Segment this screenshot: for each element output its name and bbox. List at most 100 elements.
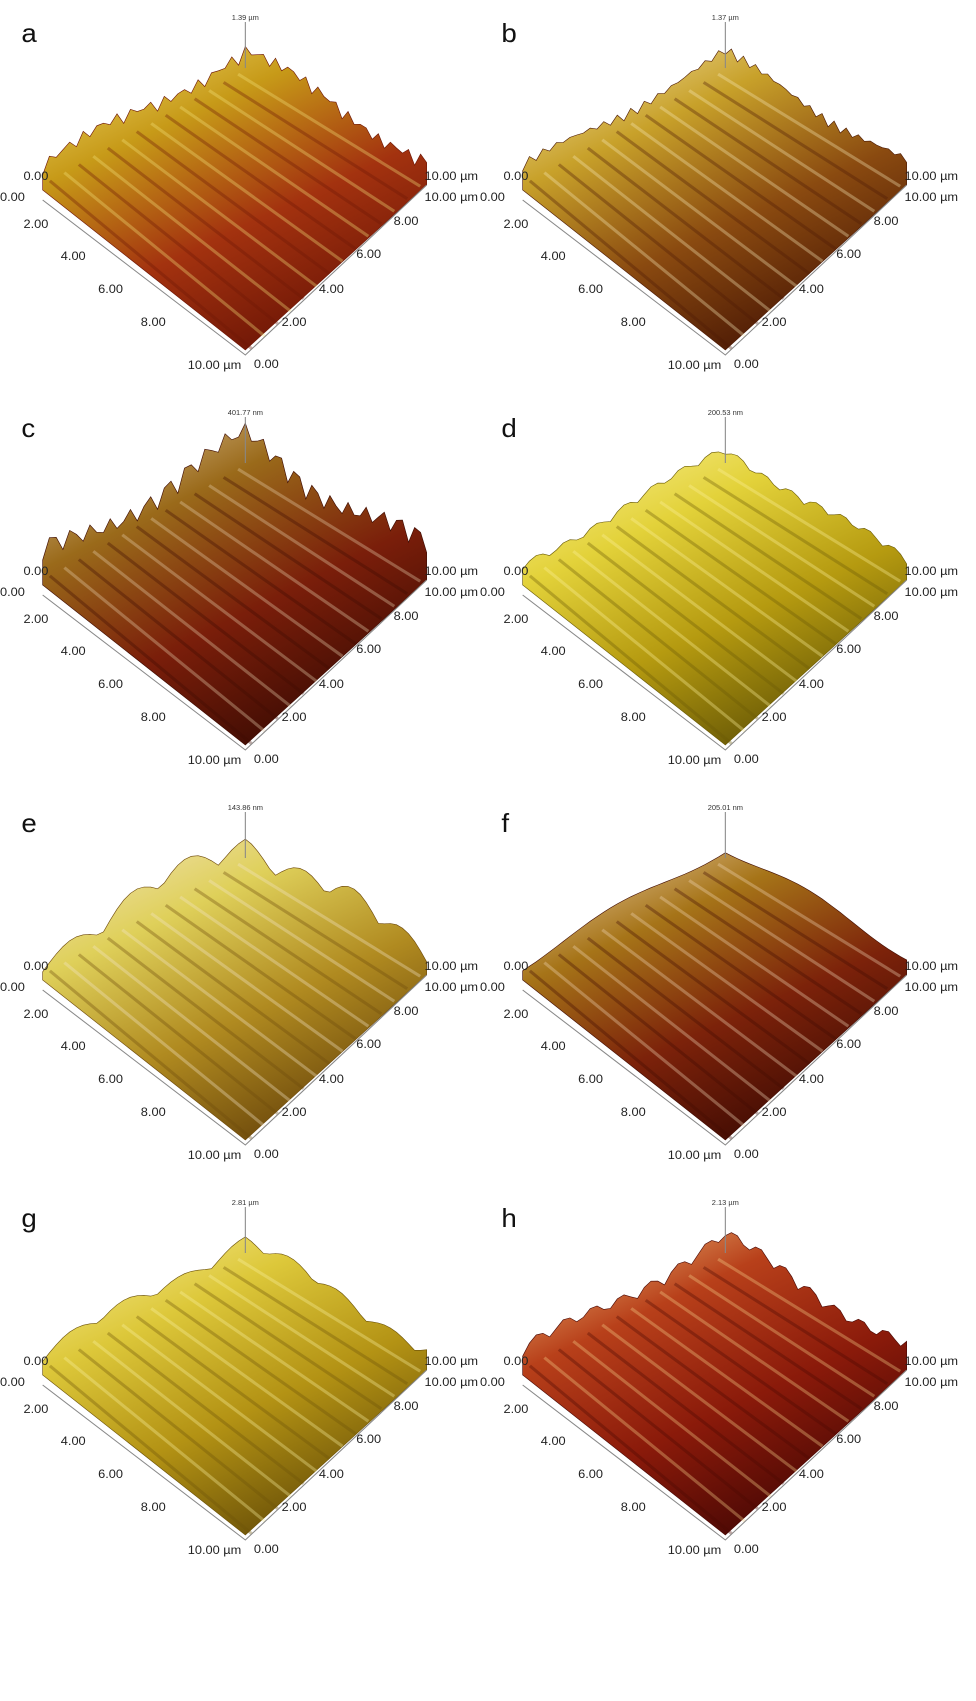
corner-right-label: 10.00 µm (425, 565, 479, 579)
surface (523, 49, 907, 350)
left-axis-tick: 4.00 (61, 1435, 86, 1449)
panel: f205.01 nm0.0010.00 µm0.002.004.006.008.… (480, 803, 958, 1162)
left-axis-tick: 8.00 (141, 1501, 166, 1515)
left-axis-tick: 10.00 µm (188, 754, 242, 768)
left-axis-tick: 0.00 (0, 586, 25, 600)
right-axis-tick: 6.00 (356, 1433, 381, 1447)
left-axis-tick: 0.00 (0, 1376, 25, 1390)
right-axis-tick: 6.00 (836, 643, 861, 657)
left-axis-tick: 6.00 (98, 283, 123, 297)
right-axis-tick: 10.00 µm (905, 586, 959, 600)
right-axis-tick: 0.00 (734, 1543, 759, 1557)
left-axis-tick: 4.00 (541, 645, 566, 659)
right-axis-tick: 2.00 (282, 1501, 307, 1515)
surface (43, 423, 427, 745)
right-axis-tick: 8.00 (394, 610, 419, 624)
right-axis-tick: 2.00 (762, 316, 787, 330)
afm-figure: a1.39 µm0.0010.00 µm0.002.004.006.008.00… (0, 0, 976, 1701)
panel: g2.81 µm0.0010.00 µm0.002.004.006.008.00… (0, 1198, 478, 1557)
corner-left-label: 0.00 (23, 960, 48, 974)
surface (43, 839, 427, 1140)
right-axis-tick: 6.00 (836, 1433, 861, 1447)
left-axis-tick: 6.00 (98, 1073, 123, 1087)
left-axis-tick: 8.00 (621, 1106, 646, 1120)
right-axis-tick: 8.00 (874, 1400, 899, 1414)
left-axis-tick: 6.00 (578, 283, 603, 297)
left-axis-tick: 0.00 (480, 981, 505, 995)
right-axis-tick: 4.00 (799, 1073, 824, 1087)
z-max-label: 200.53 nm (708, 408, 743, 417)
left-axis-tick: 4.00 (541, 250, 566, 264)
corner-left-label: 0.00 (503, 960, 528, 974)
left-axis-tick: 4.00 (541, 1040, 566, 1054)
right-axis-tick: 4.00 (319, 1468, 344, 1482)
panel-label: c (21, 414, 35, 443)
left-axis-tick: 2.00 (23, 218, 48, 232)
left-axis-tick: 6.00 (578, 1468, 603, 1482)
left-axis-tick: 6.00 (578, 678, 603, 692)
right-axis-tick: 0.00 (254, 1148, 279, 1162)
right-axis-tick: 0.00 (734, 1148, 759, 1162)
right-axis-tick: 4.00 (799, 1468, 824, 1482)
z-max-label: 143.86 nm (228, 803, 263, 812)
left-axis-tick: 2.00 (23, 613, 48, 627)
panel: e143.86 nm0.0010.00 µm0.002.004.006.008.… (0, 803, 478, 1162)
corner-right-label: 10.00 µm (425, 170, 479, 184)
right-axis-tick: 10.00 µm (425, 1376, 479, 1390)
left-axis-tick: 6.00 (98, 1468, 123, 1482)
left-axis-tick: 10.00 µm (668, 754, 722, 768)
left-axis-tick: 0.00 (480, 191, 505, 205)
left-axis-tick: 0.00 (0, 981, 25, 995)
right-axis-tick: 0.00 (254, 1543, 279, 1557)
right-axis-tick: 10.00 µm (905, 1376, 959, 1390)
corner-right-label: 10.00 µm (905, 170, 959, 184)
left-axis-tick: 2.00 (503, 1008, 528, 1022)
left-axis-tick: 8.00 (141, 711, 166, 725)
corner-left-label: 0.00 (503, 565, 528, 579)
left-axis-tick: 8.00 (621, 1501, 646, 1515)
right-axis-tick: 10.00 µm (905, 191, 959, 205)
right-axis-tick: 6.00 (356, 643, 381, 657)
left-axis-tick: 10.00 µm (188, 1544, 242, 1558)
left-axis-tick: 4.00 (541, 1435, 566, 1449)
corner-right-label: 10.00 µm (905, 565, 959, 579)
panel-label: g (21, 1204, 36, 1233)
right-axis-tick: 8.00 (874, 610, 899, 624)
right-axis-tick: 4.00 (319, 283, 344, 297)
right-axis-tick: 2.00 (762, 1106, 787, 1120)
right-axis-tick: 6.00 (836, 248, 861, 262)
right-axis-tick: 6.00 (356, 248, 381, 262)
left-axis-tick: 10.00 µm (668, 1544, 722, 1558)
left-axis-tick: 4.00 (61, 1040, 86, 1054)
left-axis-tick: 4.00 (61, 645, 86, 659)
left-axis-tick: 6.00 (578, 1073, 603, 1087)
left-axis-tick: 4.00 (61, 250, 86, 264)
corner-right-label: 10.00 µm (905, 960, 959, 974)
right-axis-tick: 6.00 (836, 1038, 861, 1052)
left-axis-tick: 10.00 µm (668, 359, 722, 373)
right-axis-tick: 8.00 (394, 1005, 419, 1019)
left-axis-tick: 8.00 (141, 1106, 166, 1120)
left-axis-tick: 6.00 (98, 678, 123, 692)
right-axis-tick: 8.00 (394, 215, 419, 229)
corner-right-label: 10.00 µm (425, 960, 479, 974)
panel-label: f (501, 809, 509, 838)
corner-left-label: 0.00 (503, 1355, 528, 1369)
right-axis-tick: 0.00 (734, 358, 759, 372)
panel-label: a (21, 19, 36, 48)
corner-left-label: 0.00 (23, 170, 48, 184)
panel: a1.39 µm0.0010.00 µm0.002.004.006.008.00… (0, 13, 478, 372)
right-axis-tick: 0.00 (734, 753, 759, 767)
left-axis-tick: 2.00 (503, 218, 528, 232)
corner-right-label: 10.00 µm (905, 1355, 959, 1369)
left-axis-tick: 2.00 (23, 1403, 48, 1417)
right-axis-tick: 2.00 (282, 316, 307, 330)
right-axis-tick: 0.00 (254, 753, 279, 767)
left-axis-tick: 10.00 µm (668, 1149, 722, 1163)
left-axis-tick: 0.00 (480, 1376, 505, 1390)
right-axis-tick: 4.00 (799, 678, 824, 692)
corner-right-label: 10.00 µm (425, 1355, 479, 1369)
